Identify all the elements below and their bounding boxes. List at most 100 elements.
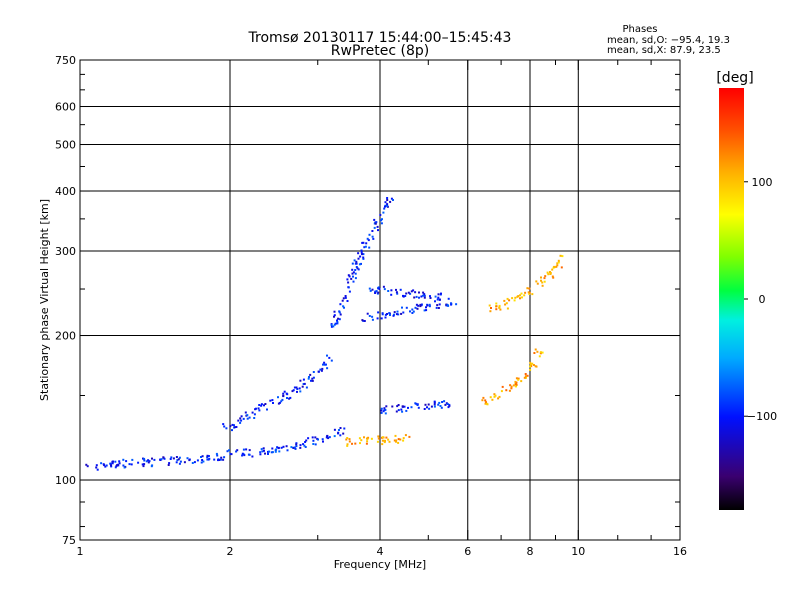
data-point bbox=[223, 456, 226, 459]
data-point bbox=[239, 417, 242, 420]
data-point bbox=[416, 404, 419, 406]
data-point bbox=[172, 457, 175, 460]
data-point bbox=[366, 237, 369, 240]
data-point bbox=[355, 260, 358, 263]
data-point bbox=[310, 379, 312, 382]
data-point bbox=[437, 293, 440, 296]
data-point bbox=[387, 290, 390, 292]
data-point bbox=[337, 431, 340, 434]
data-point bbox=[200, 461, 203, 464]
data-point bbox=[202, 460, 205, 463]
data-point bbox=[235, 426, 238, 428]
data-point bbox=[390, 293, 393, 296]
data-point bbox=[415, 303, 418, 306]
data-point bbox=[428, 407, 431, 410]
data-point bbox=[526, 374, 529, 377]
data-point bbox=[389, 200, 392, 203]
data-point bbox=[169, 458, 172, 460]
data-point bbox=[263, 449, 265, 452]
data-point bbox=[423, 296, 426, 299]
data-point bbox=[430, 405, 433, 408]
data-point bbox=[373, 226, 376, 229]
data-point bbox=[346, 437, 349, 439]
data-point bbox=[322, 440, 324, 443]
data-point bbox=[347, 286, 350, 289]
data-point bbox=[245, 448, 248, 451]
data-point bbox=[505, 389, 508, 392]
data-point bbox=[429, 297, 432, 299]
data-point bbox=[319, 368, 322, 371]
data-point bbox=[292, 446, 295, 449]
data-point bbox=[142, 457, 144, 460]
data-point bbox=[304, 441, 307, 443]
data-point bbox=[111, 462, 114, 465]
data-point bbox=[517, 378, 520, 381]
data-point bbox=[368, 233, 371, 236]
data-point bbox=[233, 424, 235, 427]
data-point bbox=[333, 314, 336, 317]
data-point bbox=[299, 379, 302, 382]
data-point bbox=[489, 310, 492, 313]
data-point bbox=[312, 443, 315, 445]
data-point bbox=[178, 462, 181, 465]
data-point bbox=[200, 456, 202, 458]
data-point bbox=[308, 376, 310, 378]
data-point bbox=[508, 389, 511, 392]
data-point bbox=[239, 421, 242, 424]
data-point bbox=[277, 446, 280, 449]
data-point bbox=[248, 416, 251, 419]
data-point bbox=[386, 313, 388, 315]
data-point bbox=[328, 356, 331, 359]
data-point bbox=[330, 324, 333, 326]
data-point bbox=[267, 453, 269, 455]
data-point bbox=[536, 282, 539, 285]
data-point bbox=[338, 318, 341, 321]
data-point bbox=[423, 408, 426, 410]
data-point bbox=[358, 437, 361, 440]
data-point bbox=[350, 277, 353, 280]
data-point bbox=[425, 309, 428, 312]
data-point bbox=[557, 259, 560, 262]
chart-subtitle: RwPretec (8p) bbox=[331, 43, 429, 59]
data-point bbox=[354, 442, 357, 445]
data-point bbox=[148, 460, 151, 463]
data-point bbox=[546, 271, 549, 274]
data-point bbox=[207, 455, 210, 457]
data-point bbox=[393, 439, 396, 442]
data-point bbox=[384, 412, 387, 415]
data-point bbox=[520, 380, 523, 383]
data-point bbox=[377, 435, 380, 438]
x-axis-label: Frequency [MHz] bbox=[334, 558, 426, 571]
data-point bbox=[383, 439, 386, 442]
data-point bbox=[333, 310, 336, 313]
y-tick-label: 750 bbox=[55, 54, 76, 67]
colorbar-label: [deg] bbox=[716, 70, 753, 86]
data-point bbox=[382, 285, 385, 288]
data-point bbox=[110, 464, 112, 467]
data-point bbox=[251, 455, 254, 458]
data-point bbox=[395, 440, 397, 443]
data-point bbox=[259, 453, 262, 456]
data-point bbox=[253, 413, 256, 416]
data-point bbox=[528, 291, 531, 294]
data-point bbox=[441, 401, 444, 403]
data-point bbox=[411, 312, 414, 314]
data-point bbox=[510, 387, 513, 390]
data-point bbox=[188, 459, 191, 462]
data-point bbox=[337, 317, 340, 320]
data-point bbox=[216, 454, 219, 457]
data-point bbox=[400, 312, 403, 315]
data-point bbox=[541, 284, 544, 287]
data-point bbox=[376, 440, 379, 443]
data-point bbox=[373, 218, 376, 221]
data-point bbox=[114, 466, 117, 469]
data-point bbox=[356, 267, 359, 270]
data-point bbox=[342, 432, 345, 435]
data-point bbox=[222, 423, 225, 426]
data-point bbox=[293, 386, 296, 389]
data-point bbox=[455, 303, 458, 306]
data-point bbox=[434, 295, 437, 298]
data-point bbox=[384, 316, 387, 319]
data-point bbox=[510, 385, 513, 388]
data-point bbox=[248, 449, 251, 452]
